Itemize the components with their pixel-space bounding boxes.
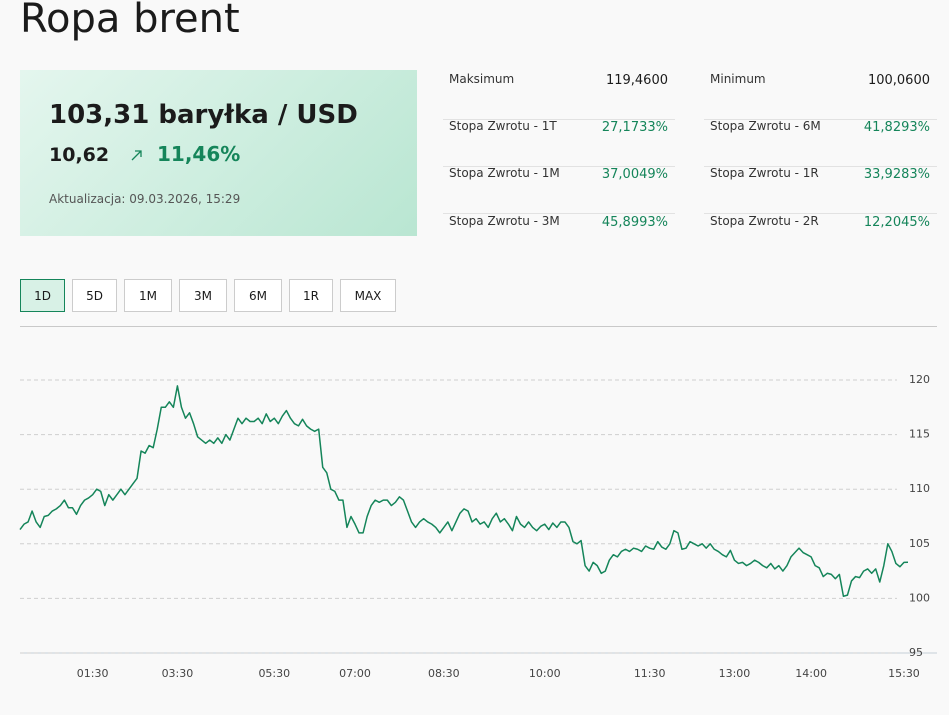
x-tick-label: 14:00 [795, 667, 827, 680]
stat-value: 27,1733% [601, 120, 668, 135]
price: 103,31 baryłka / USD [49, 100, 358, 130]
x-tick-label: 08:30 [428, 667, 460, 680]
range-button[interactable]: MAX [340, 279, 396, 312]
y-tick-label: 110 [909, 482, 930, 495]
stat-label: Stopa Zwrotu - 6M [710, 119, 821, 133]
price-line [19, 385, 909, 597]
stat-label: Stopa Zwrotu - 2R [710, 214, 819, 228]
x-tick-label: 01:30 [77, 667, 109, 680]
up-arrow [131, 150, 142, 161]
stat-value: 119,4600 [605, 73, 668, 88]
stat-row: Stopa Zwrotu - 3M 45,8993% [443, 200, 675, 261]
stat-label: Stopa Zwrotu - 1M [449, 166, 560, 180]
x-tick-label: 15:30 [888, 667, 920, 680]
range-button[interactable]: 1R [289, 279, 333, 312]
y-tick-label: 120 [909, 373, 930, 386]
stat-value: 100,0600 [867, 73, 930, 88]
stat-value: 12,2045% [863, 215, 930, 230]
stat-label: Minimum [710, 72, 766, 86]
chart: 95 100 105 110 115 120 01:30 03:30 05:30 07:00 08:… [19, 373, 937, 680]
x-tick-label: 05:30 [258, 667, 290, 680]
x-tick-label: 03:30 [162, 667, 194, 680]
stat-value: 33,9283% [863, 167, 930, 182]
x-tick-label: 07:00 [339, 667, 371, 680]
quote-card: 103,31 baryłka / USD 10,62 11,46% Aktual… [20, 70, 417, 236]
page-title: Ropa brent [20, 0, 240, 42]
stat-row: Stopa Zwrotu - 1M 37,0049% [443, 152, 675, 214]
stat-label: Maksimum [449, 72, 515, 86]
change: 10,62 [49, 144, 110, 166]
range-button[interactable]: 1M [124, 279, 172, 312]
range-button[interactable]: 1D [20, 279, 65, 312]
change-percent: 11,46% [157, 142, 241, 166]
stat-row: Stopa Zwrotu - 2R 12,2045% [704, 200, 937, 261]
stat-row: Stopa Zwrotu - 1T 27,1733% [443, 105, 675, 167]
stat-label: Stopa Zwrotu - 1T [449, 119, 557, 133]
stat-label: Stopa Zwrotu - 1R [710, 166, 819, 180]
stat-value: 41,8293% [863, 120, 930, 135]
stat-row: Stopa Zwrotu - 1R 33,9283% [704, 152, 937, 214]
y-tick-label: 100 [909, 591, 930, 604]
stat-row: Maksimum 119,4600 [443, 58, 675, 120]
y-tick-label: 95 [909, 646, 923, 659]
stat-value: 45,8993% [601, 215, 668, 230]
x-tick-label: 13:00 [719, 667, 751, 680]
range-button[interactable]: 6M [234, 279, 282, 312]
x-tick-label: 11:30 [634, 667, 666, 680]
range-button[interactable]: 5D [72, 279, 117, 312]
stat-value: 37,0049% [601, 167, 668, 182]
y-tick-label: 115 [909, 428, 930, 441]
stat-row: Stopa Zwrotu - 6M 41,8293% [704, 105, 937, 167]
separator [20, 326, 937, 327]
y-tick-label: 105 [909, 537, 930, 550]
x-tick-label: 10:00 [529, 667, 561, 680]
stat-row: Minimum 100,0600 [704, 58, 937, 120]
updated: Aktualizacja: 09.03.2026, 15:29 [49, 192, 241, 206]
stat-label: Stopa Zwrotu - 3M [449, 214, 560, 228]
range-button[interactable]: 3M [179, 279, 227, 312]
